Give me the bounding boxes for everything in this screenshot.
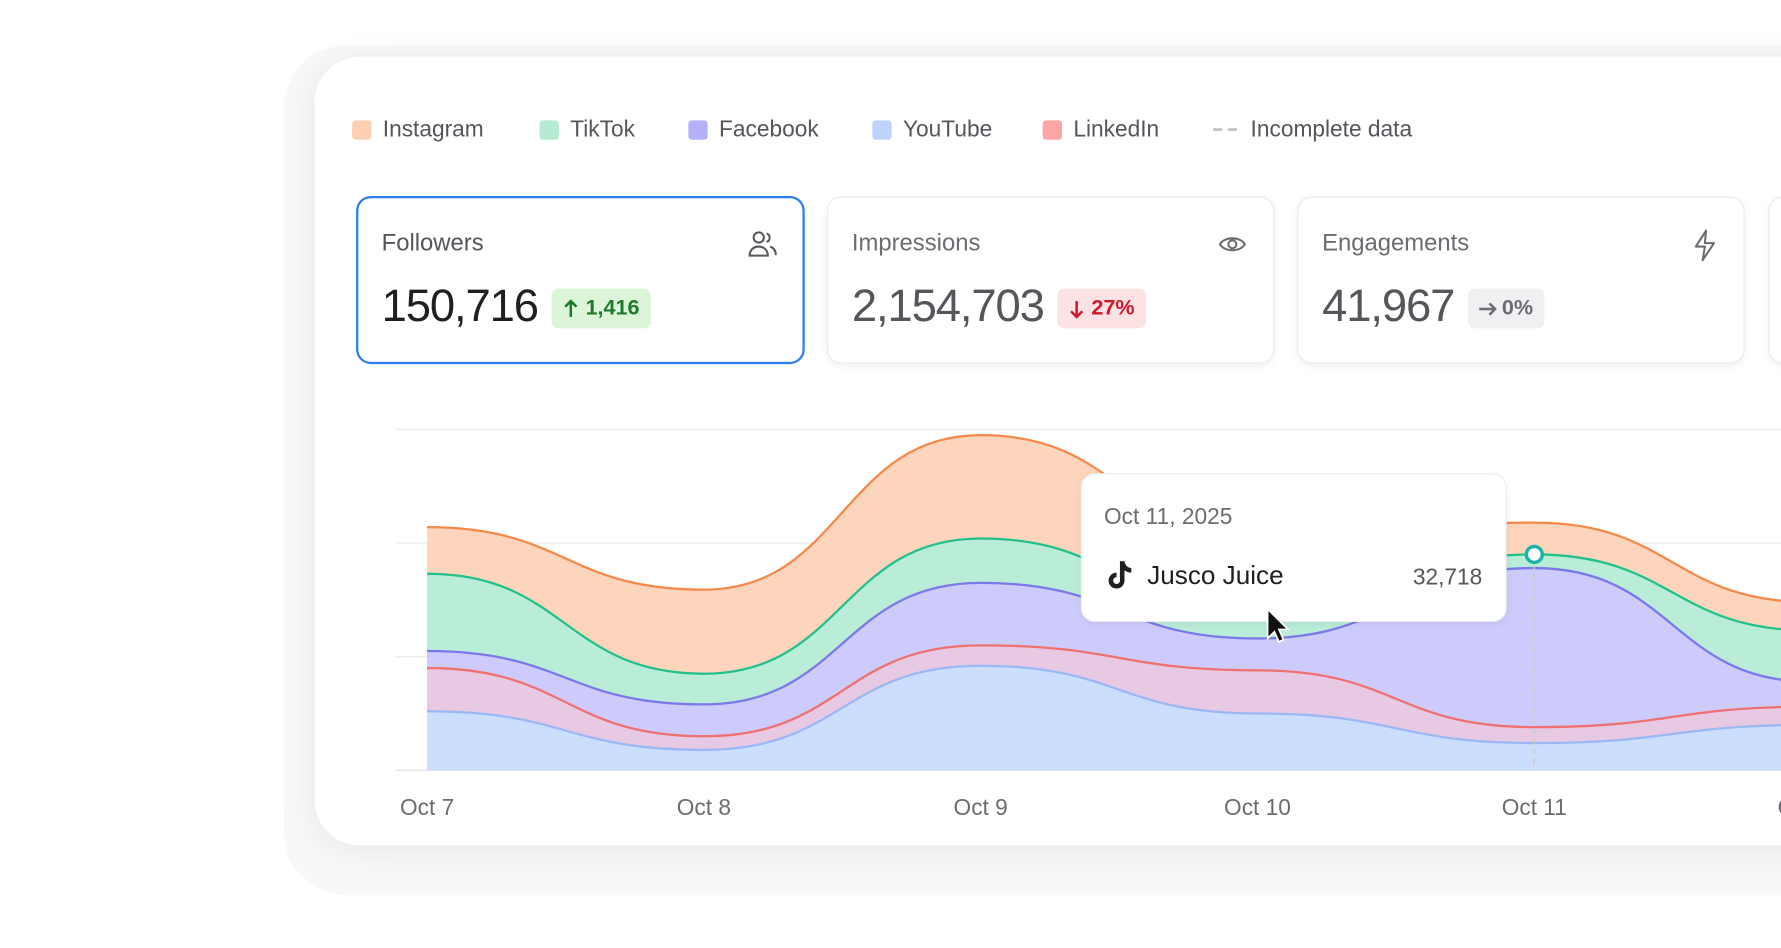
card[interactable] bbox=[356, 195, 805, 365]
x-tick-label: Oct 11 bbox=[1502, 794, 1567, 820]
legend-swatch bbox=[539, 120, 559, 140]
card[interactable] bbox=[826, 196, 1275, 364]
legend: Incomplete data Instagram TikTok Facebook Y… bbox=[352, 116, 1412, 142]
cards: Followers 150,716 Impressions 2,154,703 … bbox=[356, 195, 1781, 365]
area bbox=[427, 538, 1781, 705]
card-value: 41,967 bbox=[1322, 280, 1454, 331]
hover-point bbox=[1524, 544, 1544, 565]
x-tick-label: Oct 7 bbox=[400, 794, 454, 820]
area bbox=[427, 665, 1781, 771]
area-line bbox=[427, 664, 1781, 751]
tiktok-icon bbox=[1108, 561, 1132, 589]
bolt-icon bbox=[1694, 229, 1716, 262]
card-badge bbox=[1467, 288, 1545, 329]
card-badge bbox=[551, 288, 651, 329]
cursor bbox=[1266, 606, 1291, 644]
card-value: 2,154,703 bbox=[852, 280, 1044, 331]
eye-icon bbox=[1218, 237, 1247, 252]
card-change: 1,416 bbox=[586, 295, 640, 320]
tooltip: Oct 11, 2025 Jusco Juice 32,718 bbox=[1080, 473, 1507, 623]
card-change: 27% bbox=[1091, 295, 1134, 320]
x-tick-label: Oct 8 bbox=[677, 794, 731, 820]
legend-label: Instagram bbox=[383, 116, 484, 142]
badge-arrow bbox=[1479, 302, 1497, 316]
card-label: Impressions bbox=[852, 230, 981, 257]
card-change: 0% bbox=[1502, 295, 1533, 320]
legend-label: LinkedIn bbox=[1073, 116, 1159, 142]
legend-swatch bbox=[688, 120, 708, 140]
legend-swatch bbox=[872, 120, 892, 140]
card-label: Followers bbox=[382, 230, 484, 257]
card[interactable] bbox=[1297, 196, 1745, 364]
x-tick-label: Oct 9 bbox=[954, 794, 1008, 820]
legend-label: TikTok bbox=[570, 116, 635, 142]
tooltip-box bbox=[1080, 473, 1507, 623]
legend-swatch bbox=[352, 120, 372, 140]
area bbox=[427, 645, 1781, 750]
x-tick-label: Oct 12 bbox=[1778, 794, 1781, 820]
tooltip-date: Oct 11, 2025 bbox=[1104, 503, 1232, 529]
users-icon bbox=[748, 231, 777, 257]
badge-arrow bbox=[564, 299, 578, 317]
card-label: Engagements bbox=[1322, 230, 1469, 257]
x-tick-label: Oct 10 bbox=[1224, 794, 1291, 820]
card-value: 150,716 bbox=[382, 280, 538, 331]
legend-swatch bbox=[1042, 120, 1063, 140]
badge-arrow bbox=[1070, 301, 1084, 319]
legend-label: Facebook bbox=[719, 116, 819, 142]
tooltip-name: Jusco Juice bbox=[1147, 560, 1283, 590]
area-line bbox=[427, 434, 1781, 604]
legend-label: YouTube bbox=[903, 116, 992, 142]
tooltip-value: 32,718 bbox=[1413, 563, 1482, 589]
card-badge bbox=[1057, 288, 1146, 329]
legend-label: Incomplete data bbox=[1251, 116, 1413, 142]
area-line bbox=[427, 644, 1781, 738]
card[interactable] bbox=[1768, 196, 1781, 364]
